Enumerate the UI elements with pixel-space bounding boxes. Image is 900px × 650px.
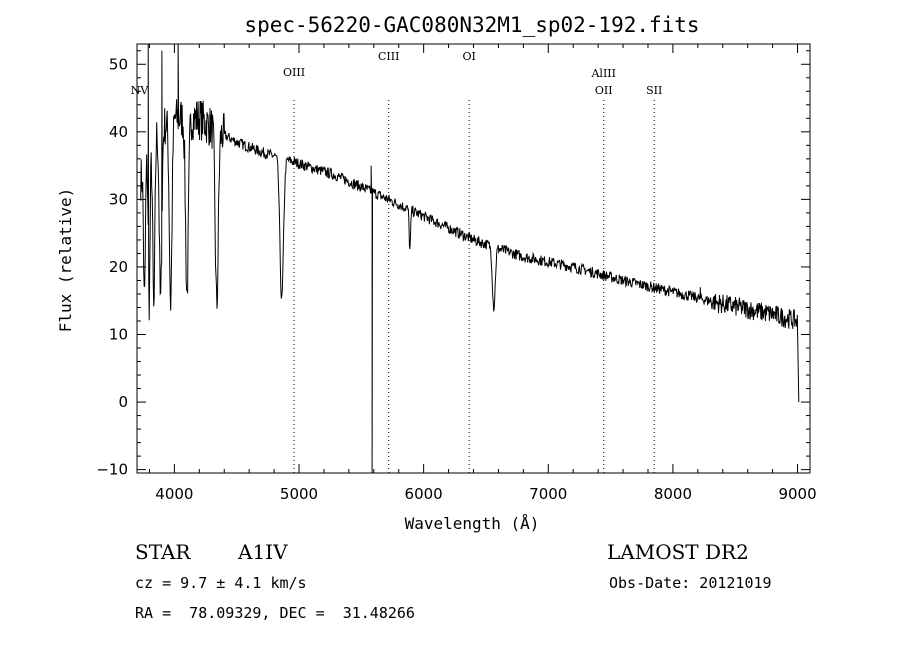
observation-date: Obs-Date: 20121019 bbox=[609, 574, 772, 592]
y-tick-label: 40 bbox=[109, 123, 128, 141]
line-label-sii: SII bbox=[646, 84, 662, 97]
object-subclass: A1IV bbox=[238, 540, 288, 564]
emission-line-markers: NV OIII CIII OI AlIII OII SII bbox=[131, 50, 662, 473]
y-tick-label: 50 bbox=[109, 55, 128, 73]
axis-ticks: 4000 5000 6000 7000 8000 9000 −10 0 10 20 30 40 50 bbox=[96, 44, 817, 503]
x-tick-label: 7000 bbox=[529, 485, 567, 503]
x-tick-label: 6000 bbox=[405, 485, 443, 503]
x-tick-label: 9000 bbox=[778, 485, 816, 503]
line-label-oiii: OIII bbox=[283, 66, 305, 79]
x-axis-label: Wavelength (Å) bbox=[405, 514, 540, 533]
x-tick-label: 8000 bbox=[654, 485, 692, 503]
survey-name: LAMOST DR2 bbox=[607, 540, 749, 564]
redshift-readout: cz = 9.7 ± 4.1 km/s bbox=[135, 574, 307, 592]
line-label-oii: OII bbox=[595, 84, 613, 97]
y-tick-label: 0 bbox=[118, 393, 128, 411]
line-label-oi: OI bbox=[462, 50, 475, 63]
x-tick-label: 5000 bbox=[280, 485, 318, 503]
flux-series-line bbox=[140, 43, 800, 474]
x-tick-label: 4000 bbox=[155, 485, 193, 503]
line-label-nv: NV bbox=[131, 84, 150, 97]
y-tick-label: −10 bbox=[96, 461, 128, 479]
y-tick-label: 20 bbox=[109, 258, 128, 276]
coordinates-readout: RA = 78.09329, DEC = 31.48266 bbox=[135, 604, 415, 622]
line-label-aliii: AlIII bbox=[590, 67, 616, 80]
y-axis-label: Flux (relative) bbox=[56, 188, 75, 333]
y-tick-label: 30 bbox=[109, 190, 128, 208]
line-label-ciii: CIII bbox=[378, 50, 399, 63]
y-tick-label: 10 bbox=[109, 326, 128, 344]
chart-title: spec-56220-GAC080N32M1_sp02-192.fits bbox=[244, 13, 699, 37]
plot-frame bbox=[136, 43, 811, 474]
object-class: STAR bbox=[135, 540, 191, 564]
